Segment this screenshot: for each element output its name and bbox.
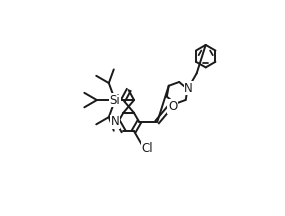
Text: O: O xyxy=(168,100,177,113)
Text: N: N xyxy=(111,115,119,128)
Text: N: N xyxy=(184,81,193,95)
Text: Cl: Cl xyxy=(142,142,153,155)
Text: Si: Si xyxy=(110,94,120,106)
